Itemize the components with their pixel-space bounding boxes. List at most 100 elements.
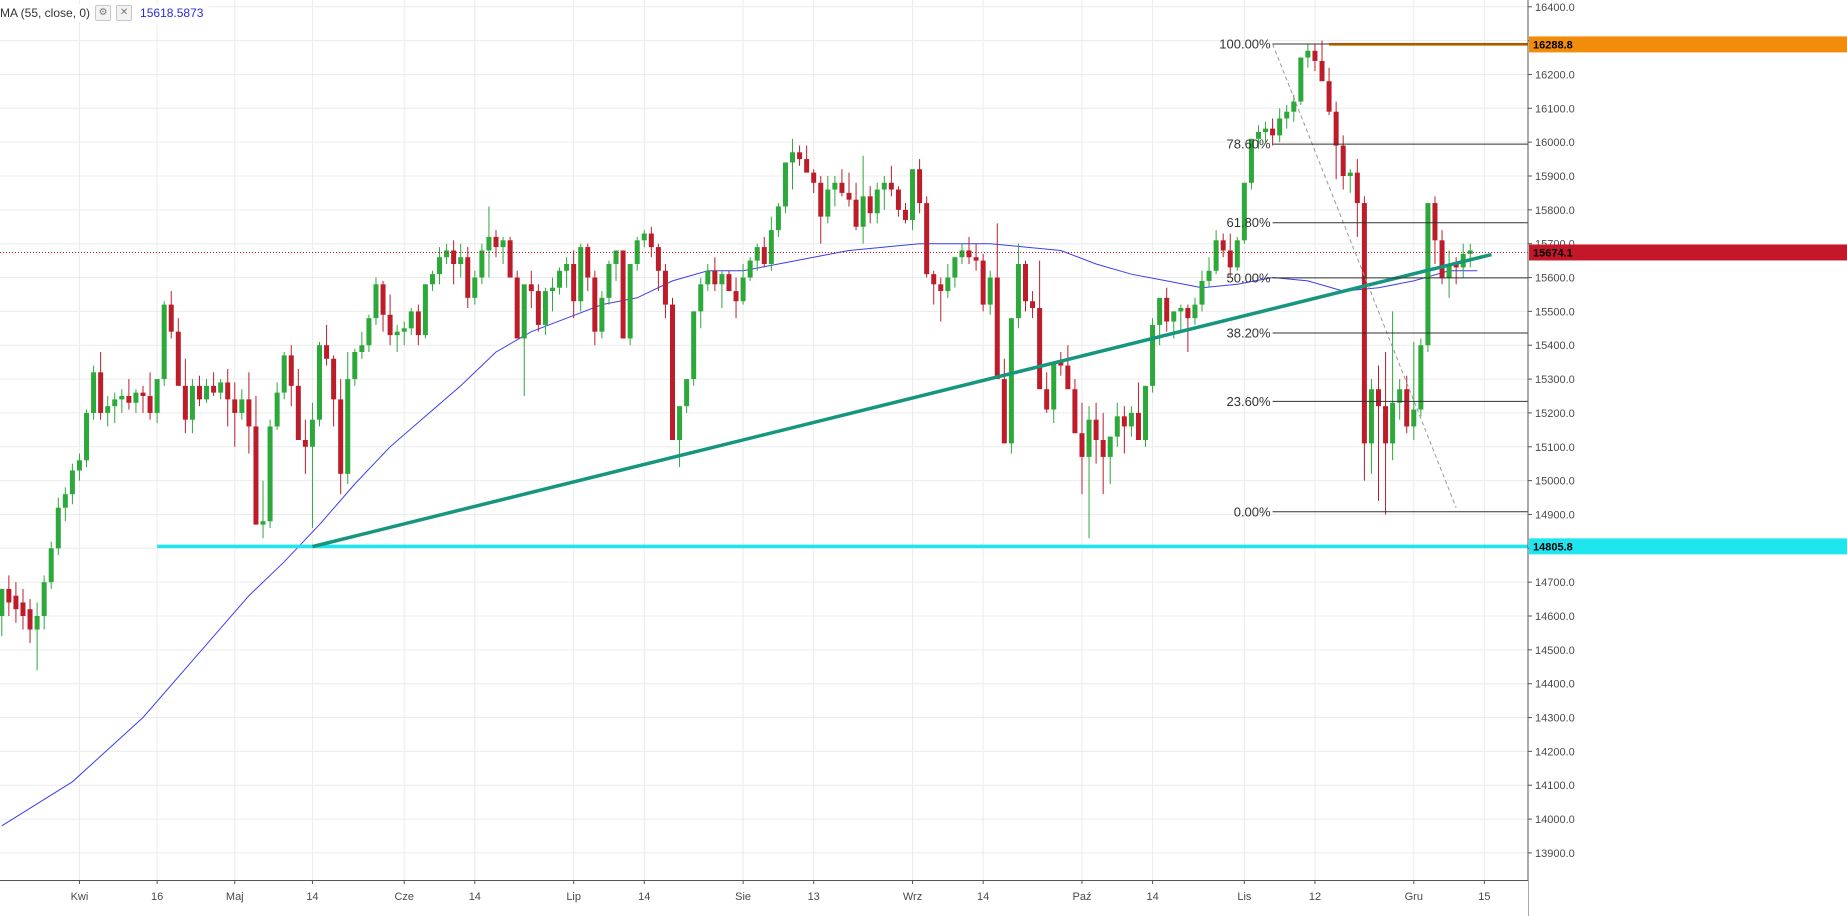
candle-body (910, 169, 916, 220)
candle (1199, 270, 1205, 312)
candle-body (422, 284, 428, 336)
price-tick-label: 14200.0 (1535, 746, 1575, 758)
candle-body (931, 274, 937, 285)
candle-body (514, 277, 520, 339)
candle (352, 348, 358, 386)
candle-body (500, 240, 506, 248)
candle (309, 402, 315, 528)
candle-body (154, 379, 160, 413)
candle-body (874, 189, 880, 214)
candle (0, 588, 5, 637)
candle-body (338, 399, 344, 474)
gear-icon[interactable]: ⚙ (95, 5, 112, 21)
candle (881, 176, 887, 210)
price-tick-label: 15100.0 (1535, 442, 1575, 454)
candle-body (1164, 297, 1170, 322)
candle-body (189, 385, 195, 420)
candle (288, 345, 294, 407)
resistance-tag (1529, 36, 1847, 53)
close-icon[interactable]: ✕ (116, 5, 133, 21)
time-axis[interactable]: Kwi 16 Maj 14 Cze 14 Lip 14 Sie 13 Wrz 14 Paź 14 Lis 12… (0, 880, 1528, 916)
candle (437, 247, 443, 285)
price-tick-label: 15300.0 (1535, 374, 1575, 386)
candle (1114, 402, 1120, 447)
candle-body (917, 169, 923, 204)
candle (1347, 169, 1353, 193)
study-value: 15618.5873 (140, 6, 204, 20)
candle (84, 409, 90, 468)
candle (698, 277, 704, 329)
candle-body (133, 392, 139, 403)
candle (359, 331, 365, 359)
candle-body (902, 209, 908, 220)
candle-body (27, 609, 33, 630)
candle (684, 379, 690, 413)
candle (387, 294, 393, 346)
candle-body (1199, 280, 1205, 305)
candle-body (1001, 379, 1007, 444)
candle (592, 270, 598, 346)
candle (839, 169, 845, 197)
candle (782, 162, 788, 214)
time-tick-label: 14 (1146, 891, 1158, 903)
candle (493, 230, 499, 258)
candle (959, 243, 965, 264)
candle-body (698, 284, 704, 312)
candle (1376, 365, 1381, 501)
candle (1128, 406, 1134, 437)
time-tick-label: Lip (566, 891, 581, 903)
candle-body (1404, 389, 1410, 427)
chart-drawings[interactable] (0, 42, 1528, 549)
candle-body (387, 314, 393, 336)
candle-body (1390, 402, 1396, 444)
fibonacci-retracement[interactable]: 100.00% 78.60% 61.80% 50.00% 38.20% 23.60% 0.0… (1219, 37, 1528, 520)
candle-body (239, 399, 245, 413)
candle-body (1305, 50, 1311, 58)
candle (1270, 118, 1276, 146)
price-axis[interactable]: 13900.0 14000.0 14100.0 14200.0 14300.0 14400… (1527, 0, 1847, 916)
candle (634, 236, 640, 271)
candle-body (733, 291, 739, 302)
candle-body (246, 399, 252, 427)
trendline (312, 252, 1492, 549)
candle-body (119, 396, 125, 400)
candle-body (69, 470, 75, 495)
support-tag (1529, 538, 1847, 555)
candle (1107, 436, 1113, 484)
candle (20, 588, 26, 630)
candle (182, 358, 188, 434)
candle (218, 379, 224, 400)
candle (1255, 125, 1261, 149)
candle-body (76, 460, 82, 471)
candle-body (535, 291, 541, 325)
time-tick-label: Lis (1237, 891, 1252, 903)
candle-body (366, 318, 372, 346)
candle-body (13, 595, 19, 610)
candle (55, 497, 61, 556)
candle (1143, 385, 1149, 447)
candle (811, 169, 817, 193)
candle-body (832, 182, 838, 190)
candle (620, 250, 626, 339)
candle (126, 379, 132, 410)
study-legend: MA (55, close, 0) ⚙ ✕ 15618.5873 (0, 4, 208, 22)
candle-body (1255, 132, 1261, 139)
candle (246, 372, 252, 454)
candle (472, 270, 478, 305)
candle (571, 250, 577, 319)
candle-body (91, 372, 97, 413)
candle-body (281, 355, 287, 393)
candle-body (451, 250, 457, 264)
chart-grid (0, 0, 1528, 880)
candle (415, 304, 421, 346)
candle (1298, 57, 1304, 105)
candle (994, 223, 1000, 380)
price-tick-label: 14100.0 (1535, 780, 1575, 792)
price-tick-label: 16200.0 (1535, 69, 1575, 81)
candle (34, 602, 40, 671)
candle (338, 379, 344, 495)
resistance-tag-label: 16288.8 (1533, 39, 1573, 51)
candle (112, 392, 118, 424)
candle (1277, 108, 1283, 143)
